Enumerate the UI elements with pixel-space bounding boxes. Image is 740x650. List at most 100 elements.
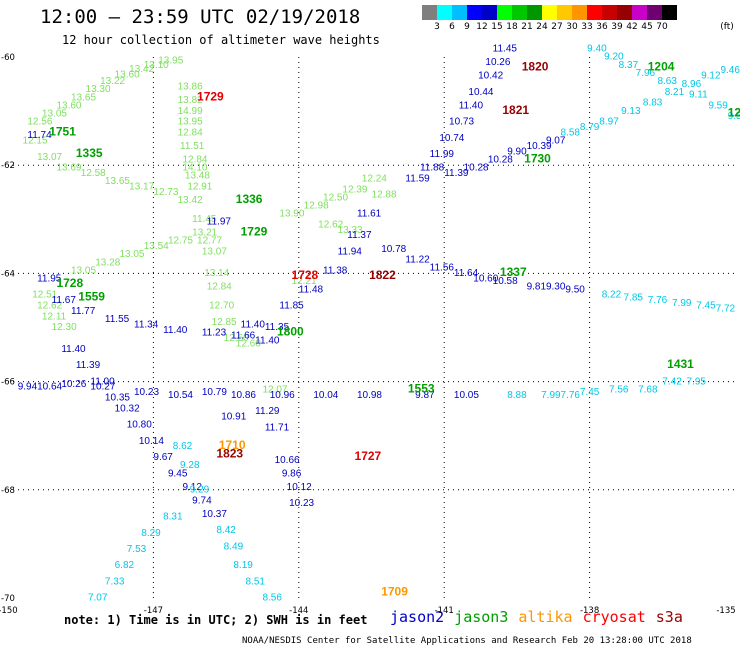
satellite-legend-item: jason2	[390, 608, 445, 626]
wave-height-label: 12.84	[178, 127, 203, 138]
wave-height-label: 11.85	[279, 301, 304, 312]
wave-height-label: 11.59	[405, 173, 430, 184]
wave-height-label: 12.84	[207, 282, 232, 293]
pass-time-label: 1553	[408, 381, 435, 395]
wave-height-label: 13.05	[42, 109, 67, 120]
legend-swatch	[452, 5, 467, 20]
pass-time-label: 1823	[216, 446, 243, 460]
x-tick-label: -141	[435, 606, 454, 616]
wave-height-label: 10.64	[37, 382, 62, 393]
y-tick-label: -60	[1, 53, 15, 63]
wave-height-label: 12.62	[318, 219, 343, 230]
wave-height-label: 8.63	[657, 76, 677, 87]
wave-height-label: 8.83	[643, 98, 663, 109]
legend-label: 33	[581, 22, 593, 32]
wave-height-label: 11.99	[430, 149, 455, 160]
wave-height-label: 7.45	[696, 301, 716, 312]
wave-height-label: 9.45	[168, 468, 188, 479]
wave-height-label: 11.35	[265, 322, 290, 333]
wave-height-label: 9.50	[565, 284, 585, 295]
wave-height-label: 13.65	[105, 176, 130, 187]
wave-height-label: 8.51	[245, 576, 265, 587]
legend-swatch	[617, 5, 632, 20]
wave-height-label: 9.67	[153, 452, 173, 463]
wave-height-label: 11.40	[241, 320, 266, 331]
pass-time-label: 1337	[500, 265, 527, 279]
wave-height-label: 8.19	[233, 560, 253, 571]
wave-height-label: 10.86	[231, 390, 256, 401]
wave-height-label: 9.56	[728, 111, 740, 122]
wave-height-label: 11.45	[192, 214, 217, 225]
legend-swatch	[647, 5, 662, 20]
wave-height-label: 10.35	[105, 393, 130, 404]
pass-time-label: 1821	[502, 103, 529, 117]
wave-height-label: 13.69	[56, 163, 81, 174]
legend-label: 9	[464, 22, 470, 32]
wave-height-label: 7.99	[672, 298, 692, 309]
wave-height-label: 12.50	[323, 192, 348, 203]
legend-label: 36	[596, 22, 608, 32]
satellite-legend: jason2 jason3 altika cryosat s3a	[390, 608, 693, 626]
wave-height-label: 11.00	[90, 376, 115, 387]
wave-height-label: 13.33	[338, 225, 363, 236]
wave-height-label: 12.24	[362, 173, 387, 184]
legend-label: 27	[551, 22, 563, 32]
pass-time-label: 1800	[277, 325, 304, 339]
wave-height-label: 9.20	[604, 52, 624, 63]
wave-height-label: 13.14	[204, 268, 229, 279]
wave-height-label: 11.37	[347, 230, 372, 241]
wave-height-label: 12.30	[52, 322, 77, 333]
legend-swatch	[437, 5, 452, 20]
wave-height-label: 10.23	[289, 498, 314, 509]
wave-height-label: 13.42	[129, 64, 154, 75]
wave-height-label: 7.07	[88, 593, 108, 604]
pass-time-label: 1729	[197, 89, 224, 103]
x-tick-label: -150	[0, 606, 18, 616]
wave-height-label: 10.80	[127, 420, 152, 431]
wave-height-label: 13.60	[115, 70, 140, 81]
y-tick-label: -68	[1, 486, 15, 496]
wave-height-label: 13.05	[119, 249, 144, 260]
wave-height-label: 10.79	[202, 387, 227, 398]
wave-height-label: 10.60	[473, 274, 498, 285]
legend-swatch	[557, 5, 572, 20]
x-tick-label: -147	[144, 606, 163, 616]
legend-swatch	[497, 5, 512, 20]
wave-height-label: 11.40	[459, 100, 484, 111]
credit-line: NOAA/NESDIS Center for Satellite Applica…	[242, 636, 692, 646]
wave-height-label: 11.40	[255, 336, 280, 347]
legend-label: 42	[626, 22, 638, 32]
wave-height-label: 13.65	[71, 92, 96, 103]
wave-height-label: 8.96	[682, 79, 702, 90]
wave-height-label: 8.62	[173, 441, 193, 452]
wave-height-label: 12.84	[182, 154, 207, 165]
wave-height-label: 7.95	[687, 376, 707, 387]
legend-swatch	[467, 5, 482, 20]
wave-height-label: 10.78	[381, 244, 406, 255]
wave-height-label: 7.72	[716, 303, 736, 314]
pass-time-label: 1727	[355, 449, 382, 463]
wave-height-label: 11.64	[454, 268, 479, 279]
wave-height-label: 7.68	[638, 384, 658, 395]
wave-height-label: 12.60	[224, 333, 249, 344]
wave-height-label: 11.29	[255, 406, 280, 417]
wave-height-label: 9.29	[190, 485, 210, 496]
legend-label: 70	[656, 22, 668, 32]
wave-height-label: 7.45	[580, 387, 600, 398]
x-tick-label: -138	[580, 606, 599, 616]
wave-height-label: 7.53	[127, 544, 147, 555]
pass-time-label: 1730	[524, 151, 551, 165]
wave-height-label: 10.58	[493, 276, 518, 287]
chart-subtitle: 12 hour collection of altimeter wave hei…	[62, 33, 380, 47]
wave-height-label: 12.15	[23, 136, 48, 147]
wave-height-label: 8.21	[665, 87, 685, 98]
legend-swatch	[587, 5, 602, 20]
wave-height-label: 8.97	[599, 117, 619, 128]
legend-swatch	[572, 5, 587, 20]
wave-height-label: 11.61	[357, 209, 382, 220]
pass-time-label: 1728	[56, 276, 83, 290]
wave-height-label: 10.54	[168, 390, 193, 401]
wave-height-label: 10.96	[270, 390, 295, 401]
pass-time-label: 1559	[78, 289, 105, 303]
